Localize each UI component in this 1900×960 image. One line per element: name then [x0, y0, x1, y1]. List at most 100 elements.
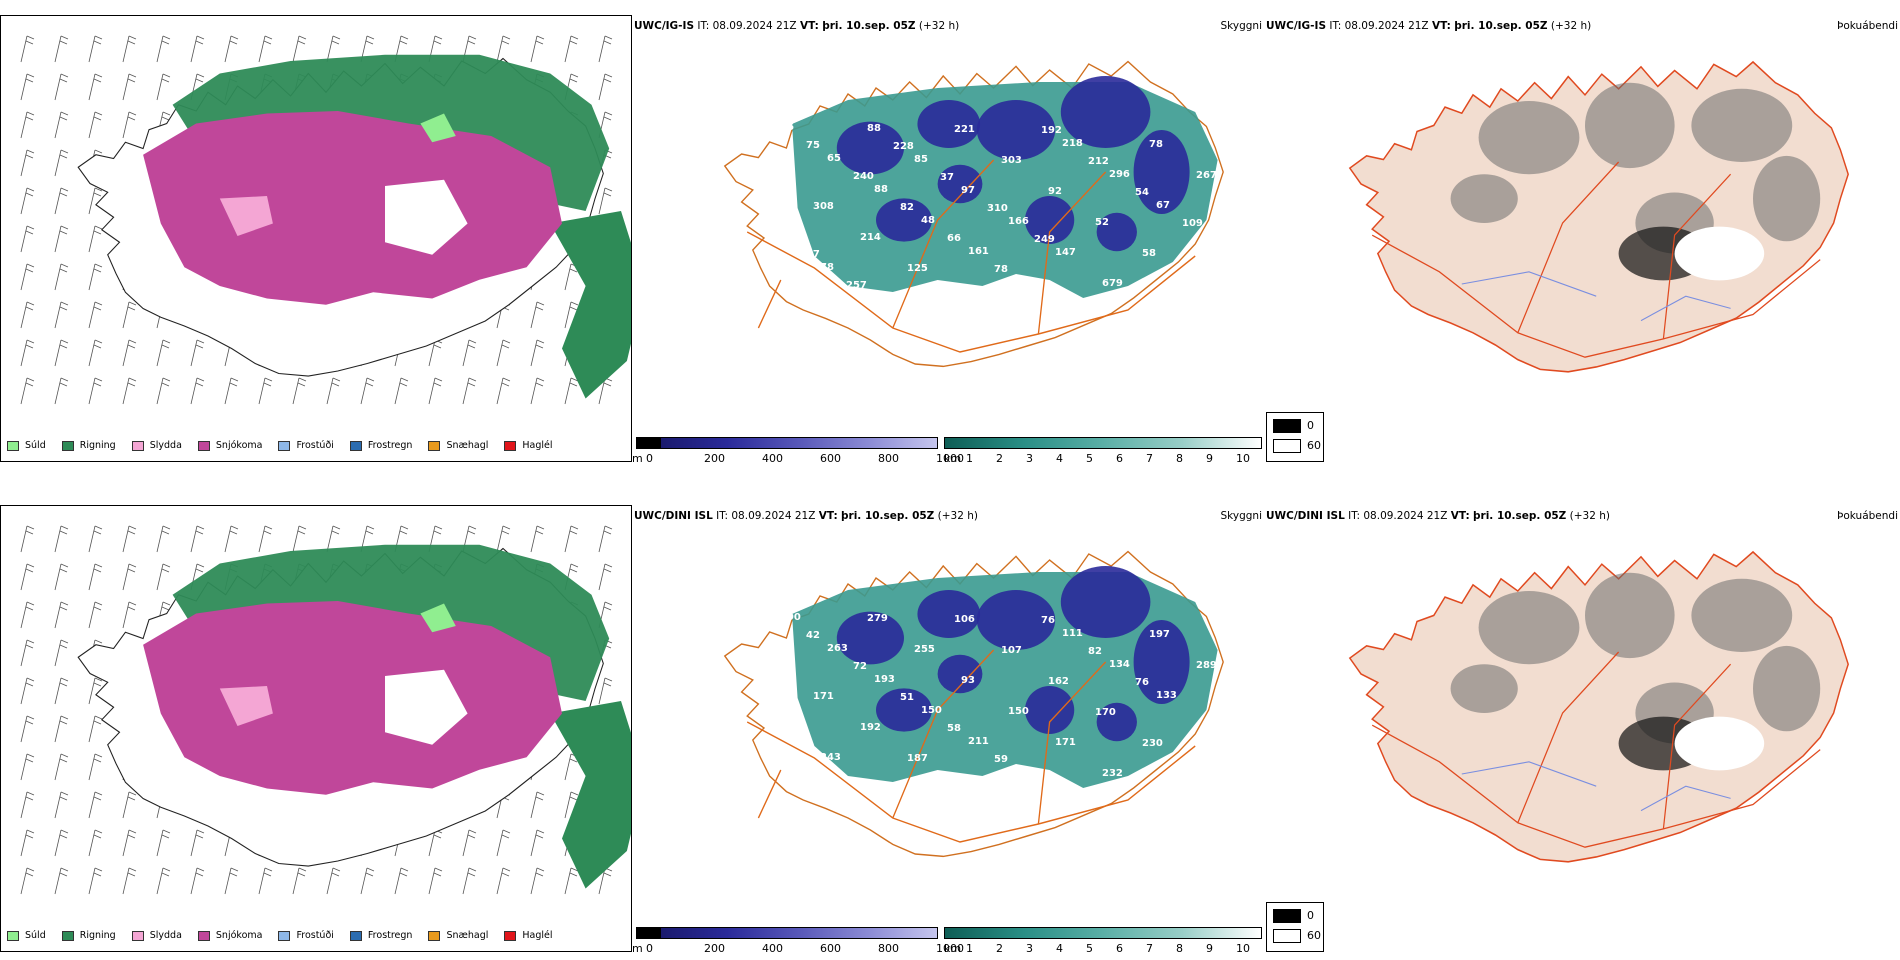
colorbar-tick: 0 [646, 942, 653, 955]
visibility-value: 243 [820, 752, 841, 763]
colorbar-tick: 800 [878, 452, 899, 465]
visibility-value: 109 [1182, 218, 1203, 229]
legend-label: Frostregn [367, 930, 413, 941]
visibility-value: 296 [1109, 169, 1130, 180]
legend-label: Snjókoma [215, 440, 263, 451]
visibility-value: 162 [1048, 676, 1069, 687]
fog-index-map [1348, 550, 1849, 863]
visibility-value: 147 [1055, 247, 1076, 258]
legend-swatch [197, 440, 210, 451]
visibility-value: 150 [921, 705, 942, 716]
visibility-value: 263 [827, 643, 848, 654]
visibility-value: 92 [1048, 186, 1062, 197]
visibility-value: 133 [1156, 690, 1177, 701]
model-name: UWC/DINI ISL [634, 510, 713, 522]
colorbar-tick: 1000 [936, 452, 964, 465]
fog-legend-value: 60 [1307, 929, 1321, 942]
fog-legend-swatch [1273, 909, 1301, 923]
vt-label: VT: [799, 20, 819, 32]
panel-run-info: UWC/IG-IS IT: 08.09.2024 21Z VT: þri. 10… [1266, 20, 1591, 32]
visibility-value: 48 [921, 215, 935, 226]
colorbar-tick: 6 [1116, 942, 1123, 955]
colorbar-elevation: m 0 200 400 600 800 1000 [632, 927, 964, 957]
fog-legend-swatch [1273, 439, 1301, 453]
visibility-value: 67 [1156, 200, 1170, 211]
legend-label: Haglél [522, 930, 553, 941]
visibility-value: 76 [1041, 615, 1055, 626]
legend-item: Frostregn [349, 440, 412, 451]
visibility-value: 93 [961, 675, 975, 686]
it-value: 08.09.2024 21Z [712, 20, 797, 32]
colorbar-tick: 200 [704, 942, 725, 955]
precip-type-legend: Súld Rigning Slydda Snjókoma Frostúði Frostre… [7, 440, 553, 451]
panel-title: Skyggni [1220, 20, 1263, 32]
visibility-value: 82 [1088, 646, 1102, 657]
visibility-value: 85 [914, 154, 928, 165]
visibility-value: 187 [907, 753, 928, 764]
lead-time: (+32 h) [1550, 20, 1592, 32]
visibility-value: 66 [947, 233, 961, 244]
visibility-value: 69 [1203, 721, 1217, 732]
visibility-value: 212 [1088, 156, 1109, 167]
forecast-row-bottom: UWC/DINI ISL IT: 08.09.2024 21Z VT: þri.… [0, 490, 1900, 960]
colorbar-tick: 400 [762, 452, 783, 465]
panel-run-info: UWC/DINI ISL IT: 08.09.2024 21Z VT: þri.… [634, 510, 978, 522]
visibility-value: 49 [1189, 279, 1203, 290]
visibility-value: 303 [1001, 155, 1022, 166]
visibility-value: 134 [1109, 659, 1130, 670]
visibility-value: 214 [860, 232, 881, 243]
colorbar-tick: 800 [878, 942, 899, 955]
legend-swatch [61, 930, 74, 941]
visibility-value: 161 [968, 246, 989, 257]
visibility-value: 257 [846, 280, 867, 291]
visibility-map: 96 65 88 48 161 248 218 296 67 145 78 88 85 97 166 147 6… [723, 60, 1224, 368]
colorbar-tick: 400 [762, 942, 783, 955]
legend-swatch [504, 930, 517, 941]
legend-item: Frostúði [278, 930, 334, 941]
panel-title: Þokuábendi [1837, 20, 1898, 32]
colorbar-unit: km [944, 942, 962, 955]
fog-legend-value: 0 [1307, 909, 1314, 922]
lead-time: (+32 h) [1569, 510, 1610, 522]
it-value: 08.09.2024 21Z [731, 510, 816, 522]
model-name: UWC/IG-IS [634, 20, 695, 32]
legend-item: Haglél [504, 440, 553, 451]
legend-label: Frostúði [296, 930, 334, 941]
legend-label: Rigning [79, 440, 116, 451]
it-label: IT: [1348, 510, 1361, 522]
visibility-value: 232 [1102, 768, 1123, 779]
legend-swatch [61, 440, 74, 451]
colorbar-visibility-gradient [944, 437, 1262, 449]
visibility-value: 145 [1203, 231, 1224, 242]
visibility-value: 107 [1001, 645, 1022, 656]
legend-item: Súld [7, 440, 46, 451]
colorbar-tick: 0 [646, 452, 653, 465]
legend-item: Slydda [131, 930, 182, 941]
visibility-value: 192 [860, 722, 881, 733]
fog-legend-swatch [1273, 419, 1301, 433]
colorbar-tick: 6 [1116, 452, 1123, 465]
visibility-value: 230 [1142, 738, 1163, 749]
visibility-value: 255 [914, 644, 935, 655]
visibility-value: 58 [947, 723, 961, 734]
visibility-value: 211 [968, 736, 989, 747]
visibility-value: 97 [961, 185, 975, 196]
legend-item: Snæhagl [428, 440, 488, 451]
legend-swatch [349, 930, 362, 941]
fog-index-map [1348, 60, 1849, 373]
legend-item: Snjókoma [197, 930, 262, 941]
visibility-value: 218 [1062, 138, 1083, 149]
model-name: UWC/IG-IS [1266, 20, 1327, 32]
visibility-value: 106 [954, 614, 975, 625]
visibility-value: 310 [987, 203, 1008, 214]
legend-label: Súld [25, 930, 46, 941]
legend-item: Rigning [61, 930, 116, 941]
colorbar-unit: m [632, 942, 643, 955]
panel-title: Skyggni [1220, 510, 1263, 522]
vt-label: VT: [1431, 20, 1451, 32]
visibility-value: 82 [900, 202, 914, 213]
colorbar-tick: 8 [1176, 942, 1183, 955]
visibility-value: 59 [994, 754, 1008, 765]
colorbar-tick: 8 [1176, 452, 1183, 465]
visibility-value: 221 [954, 124, 975, 135]
